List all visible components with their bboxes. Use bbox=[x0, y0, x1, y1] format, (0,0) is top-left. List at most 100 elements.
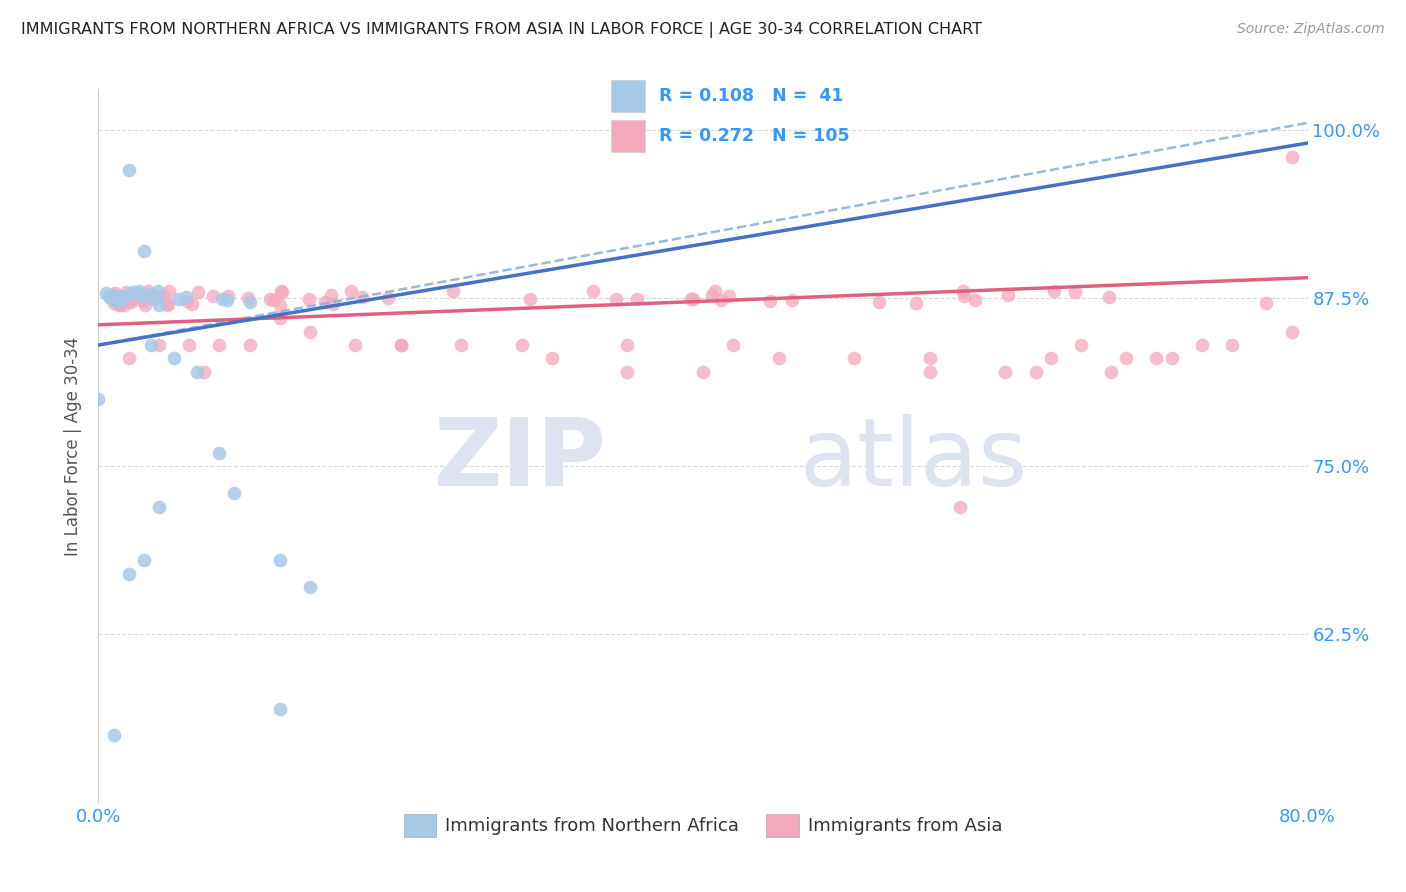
Point bbox=[1024, 365, 1046, 379]
Point bbox=[117, 289, 139, 303]
Point bbox=[187, 285, 209, 299]
Point bbox=[1281, 149, 1303, 163]
Point bbox=[103, 290, 125, 304]
Point bbox=[340, 284, 363, 298]
Point bbox=[148, 500, 170, 514]
Point bbox=[120, 286, 142, 301]
Point bbox=[100, 291, 122, 305]
Point bbox=[132, 294, 155, 309]
Point bbox=[239, 338, 262, 352]
Text: ZIP: ZIP bbox=[433, 414, 606, 507]
Point bbox=[128, 287, 150, 301]
Point bbox=[128, 287, 150, 301]
Point bbox=[105, 293, 128, 307]
Point bbox=[134, 298, 156, 312]
Point bbox=[844, 351, 866, 366]
Point bbox=[918, 351, 941, 366]
Point bbox=[103, 292, 125, 306]
Point bbox=[1191, 338, 1213, 352]
Point bbox=[441, 284, 464, 298]
Point bbox=[269, 701, 291, 715]
Point bbox=[163, 351, 186, 366]
Point bbox=[236, 291, 259, 305]
Point bbox=[1099, 365, 1122, 379]
Point bbox=[108, 298, 131, 312]
Point bbox=[723, 338, 745, 352]
Point bbox=[239, 294, 262, 309]
Point bbox=[782, 293, 804, 308]
Point bbox=[132, 244, 155, 258]
Point bbox=[186, 365, 208, 379]
Text: IMMIGRANTS FROM NORTHERN AFRICA VS IMMIGRANTS FROM ASIA IN LABOR FORCE | AGE 30-: IMMIGRANTS FROM NORTHERN AFRICA VS IMMIG… bbox=[21, 22, 981, 38]
Point bbox=[103, 288, 125, 302]
Point bbox=[344, 338, 367, 352]
Point bbox=[174, 289, 197, 303]
Point bbox=[692, 365, 714, 379]
Point bbox=[135, 289, 157, 303]
Point bbox=[322, 296, 344, 310]
Point bbox=[129, 287, 152, 301]
Point bbox=[389, 338, 412, 352]
Point bbox=[616, 338, 638, 352]
Point bbox=[193, 365, 215, 379]
Point bbox=[94, 285, 117, 300]
Point bbox=[1070, 338, 1092, 352]
Point bbox=[682, 293, 704, 307]
Point bbox=[997, 288, 1019, 302]
Point bbox=[121, 293, 143, 307]
Point bbox=[208, 338, 231, 352]
Point bbox=[965, 293, 987, 307]
Point bbox=[107, 298, 129, 312]
Point bbox=[103, 293, 125, 307]
Point bbox=[710, 293, 733, 308]
Point bbox=[768, 351, 790, 366]
Point bbox=[1039, 351, 1062, 366]
Point bbox=[114, 298, 136, 312]
Text: R = 0.108   N =  41: R = 0.108 N = 41 bbox=[658, 87, 844, 105]
Point bbox=[145, 290, 167, 304]
Point bbox=[107, 291, 129, 305]
Point bbox=[148, 298, 170, 312]
Point bbox=[157, 296, 180, 310]
Point bbox=[270, 285, 292, 299]
Point bbox=[157, 284, 180, 298]
Point bbox=[1144, 351, 1167, 366]
Point bbox=[108, 289, 131, 303]
Point bbox=[118, 163, 141, 178]
Point bbox=[299, 325, 322, 339]
Point bbox=[105, 289, 128, 303]
Point bbox=[128, 284, 150, 298]
Point bbox=[1254, 295, 1277, 310]
Text: atlas: atlas bbox=[800, 414, 1028, 507]
Point bbox=[104, 285, 127, 300]
Point bbox=[905, 296, 928, 310]
Point bbox=[918, 365, 941, 379]
Point bbox=[702, 288, 724, 302]
Text: Source: ZipAtlas.com: Source: ZipAtlas.com bbox=[1237, 22, 1385, 37]
Point bbox=[131, 290, 153, 304]
Point bbox=[263, 293, 285, 307]
Point bbox=[269, 311, 291, 326]
Point bbox=[107, 291, 129, 305]
Point bbox=[314, 295, 336, 310]
Point bbox=[952, 284, 974, 298]
Point bbox=[141, 338, 163, 352]
Point bbox=[145, 290, 167, 304]
Point bbox=[510, 338, 533, 352]
Point bbox=[519, 292, 541, 306]
Point bbox=[156, 298, 179, 312]
Point bbox=[269, 298, 291, 312]
Point bbox=[389, 338, 412, 352]
Point bbox=[868, 294, 890, 309]
Point bbox=[115, 285, 138, 299]
Point bbox=[217, 289, 239, 303]
Point bbox=[120, 291, 142, 305]
Point bbox=[377, 292, 399, 306]
Point bbox=[626, 292, 648, 306]
Point bbox=[1281, 325, 1303, 339]
Point bbox=[759, 294, 782, 309]
Point bbox=[299, 580, 322, 594]
Point bbox=[350, 290, 373, 304]
Point bbox=[139, 287, 162, 301]
Point bbox=[269, 553, 291, 567]
